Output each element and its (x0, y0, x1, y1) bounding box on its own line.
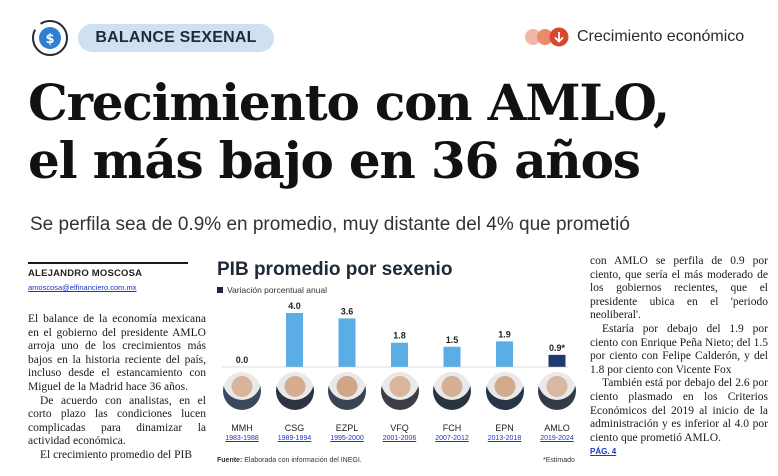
term-years: 2013-2018 (487, 435, 522, 442)
term-years: 2007-2012 (435, 435, 469, 442)
term-years: 2019-2024 (540, 435, 574, 442)
chart-legend: Variación porcentual anual (217, 285, 327, 295)
subheadline: Se perfila sea de 0.9% en promedio, muy … (30, 214, 630, 235)
paragraph: También está por debajo del 2.6 por cien… (590, 377, 768, 444)
chart-note: *Estimado (543, 457, 575, 464)
svg-text:$: $ (45, 32, 54, 47)
president-name: VFQ (390, 423, 409, 433)
chart-source: Fuente: Elaborada con información del IN… (217, 457, 362, 464)
portrait-fch (433, 372, 471, 410)
paragraph: con AMLO se perfila de 0.9 por ciento, q… (590, 255, 768, 322)
byline-divider (28, 262, 188, 264)
portrait-amlo (538, 372, 576, 410)
term-years: 1983-1988 (225, 435, 259, 442)
portrait-ezpl (328, 372, 366, 410)
value-label-csg: 4.0 (288, 301, 301, 311)
president-name: AMLO (544, 423, 570, 433)
headline: Crecimiento con AMLO, el más bajo en 36 … (28, 74, 768, 190)
bar-fch (443, 346, 461, 367)
chart-title: PIB promedio por sexenio (217, 259, 453, 280)
gdp-bar-chart: 0.0 4.0 3.6 1.8 1.5 1.9 0.9* (222, 301, 568, 368)
president-name: EZPL (335, 423, 359, 433)
president-name: MMH (231, 423, 253, 433)
value-label-epn: 1.9 (498, 329, 511, 339)
bar-epn (496, 341, 513, 367)
bar-vfq (391, 342, 408, 367)
money-icon: $ (32, 20, 68, 56)
source-text: Elaborada con información del INEGI. (244, 457, 362, 464)
portrait-mmh (223, 372, 261, 410)
bar-amlo (548, 354, 566, 367)
source-label: Fuente: (217, 457, 243, 464)
term-years: 1995-2000 (330, 435, 364, 442)
paragraph: El crecimiento promedio del PIB (40, 448, 193, 461)
portrait-csg (275, 372, 314, 410)
category-arrow-icon (525, 27, 569, 47)
section-label: BALANCE SEXENAL (78, 24, 274, 52)
term-years: 1989-1994 (277, 435, 312, 442)
legend-swatch (217, 287, 223, 293)
category-label: Crecimiento económico (577, 28, 745, 45)
portrait-vfq (380, 372, 419, 410)
paragraph: El balance de la economía mexicana en el… (28, 313, 206, 393)
bar-csg (286, 313, 303, 367)
page-reference-link[interactable]: PÁG. 4 (590, 447, 617, 457)
value-label-ezpl: 3.6 (341, 306, 354, 316)
article-column-right: con AMLO se perfila de 0.9 por ciento, q… (590, 255, 768, 459)
value-label-fch: 1.5 (446, 335, 459, 345)
bar-ezpl (338, 318, 356, 367)
value-label-amlo: 0.9* (549, 343, 566, 353)
author-email-link[interactable]: amoscosa@elfinanciero.com.mx (28, 283, 137, 292)
headline-line-2: el más bajo en 36 años (28, 131, 641, 190)
author-name: ALEJANDRO MOSCOSA (28, 268, 143, 279)
president-name: FCH (442, 423, 462, 433)
value-label-vfq: 1.8 (393, 331, 406, 341)
legend-label: Variación porcentual anual (227, 285, 328, 295)
president-name: EPN (495, 423, 514, 433)
headline-line-1: Crecimiento con AMLO, (28, 73, 670, 132)
term-years: 2001-2006 (382, 435, 417, 442)
paragraph: De acuerdo con analistas, en el corto pl… (28, 394, 206, 448)
portrait-epn (485, 372, 524, 410)
article-column-left: El balance de la economía mexicana en el… (28, 313, 206, 463)
paragraph: Estaría por debajo del 1.9 por ciento co… (590, 322, 768, 376)
value-label-mmh: 0.0 (236, 355, 249, 365)
president-name: CSG (284, 423, 305, 433)
